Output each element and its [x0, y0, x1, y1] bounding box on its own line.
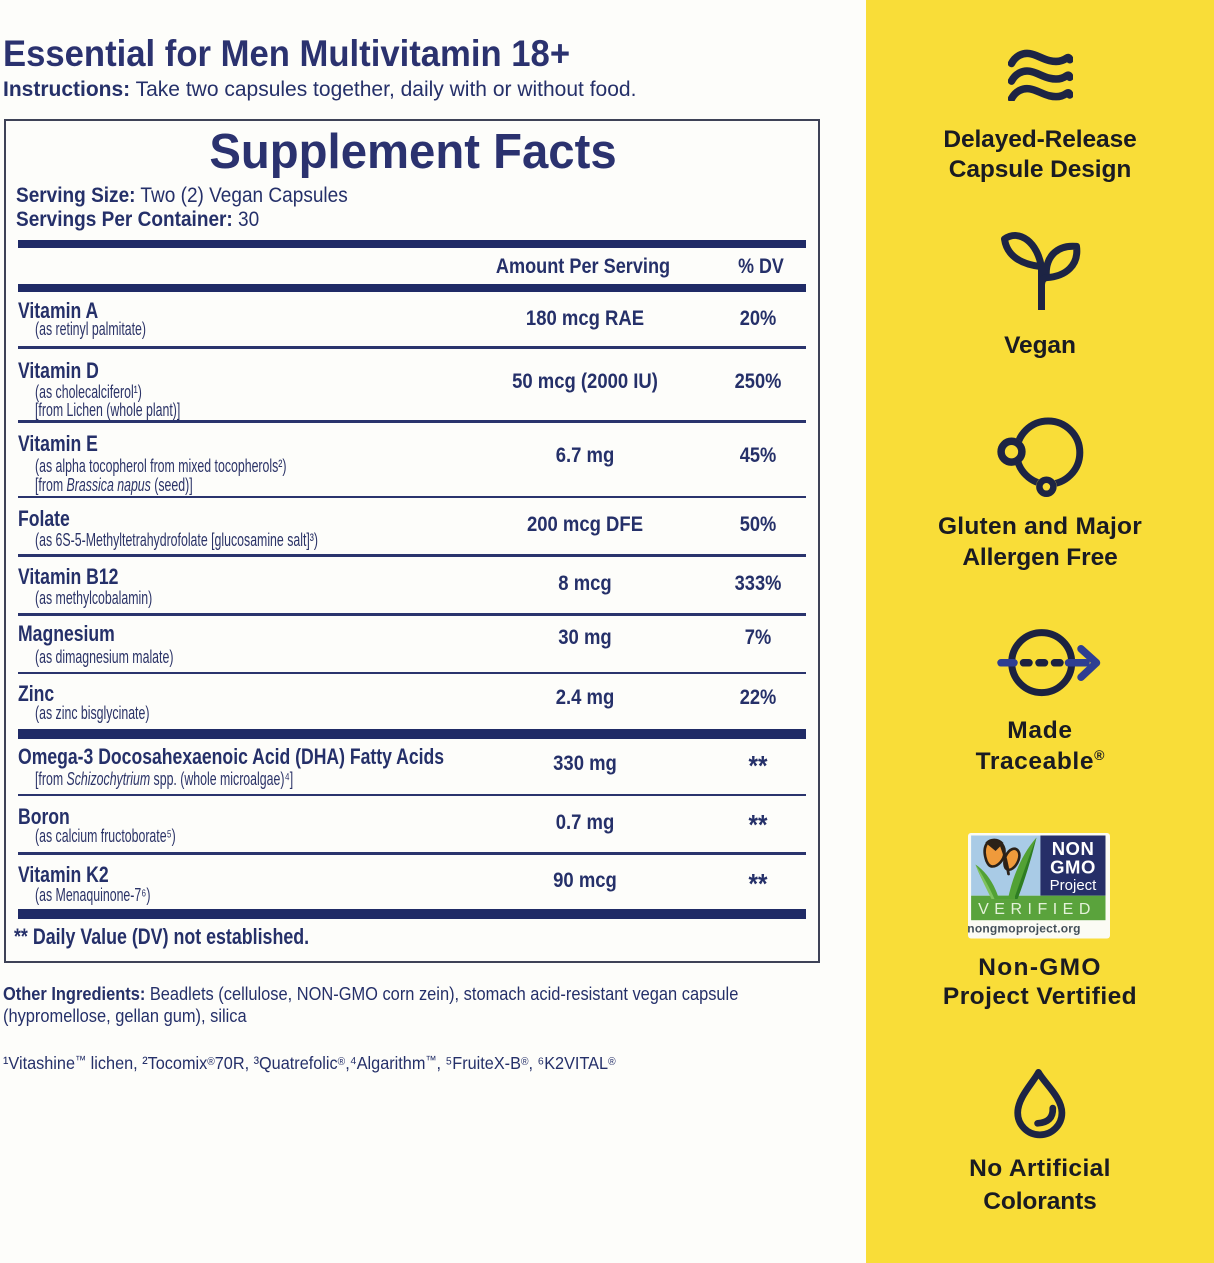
svg-text:GMO: GMO	[1050, 857, 1096, 878]
svg-text:Project: Project	[1050, 877, 1098, 894]
svg-text:VERIFIED: VERIFIED	[978, 901, 1096, 918]
svg-text:NON: NON	[1052, 838, 1095, 859]
svg-text:nongmoproject.org: nongmoproject.org	[968, 922, 1081, 936]
